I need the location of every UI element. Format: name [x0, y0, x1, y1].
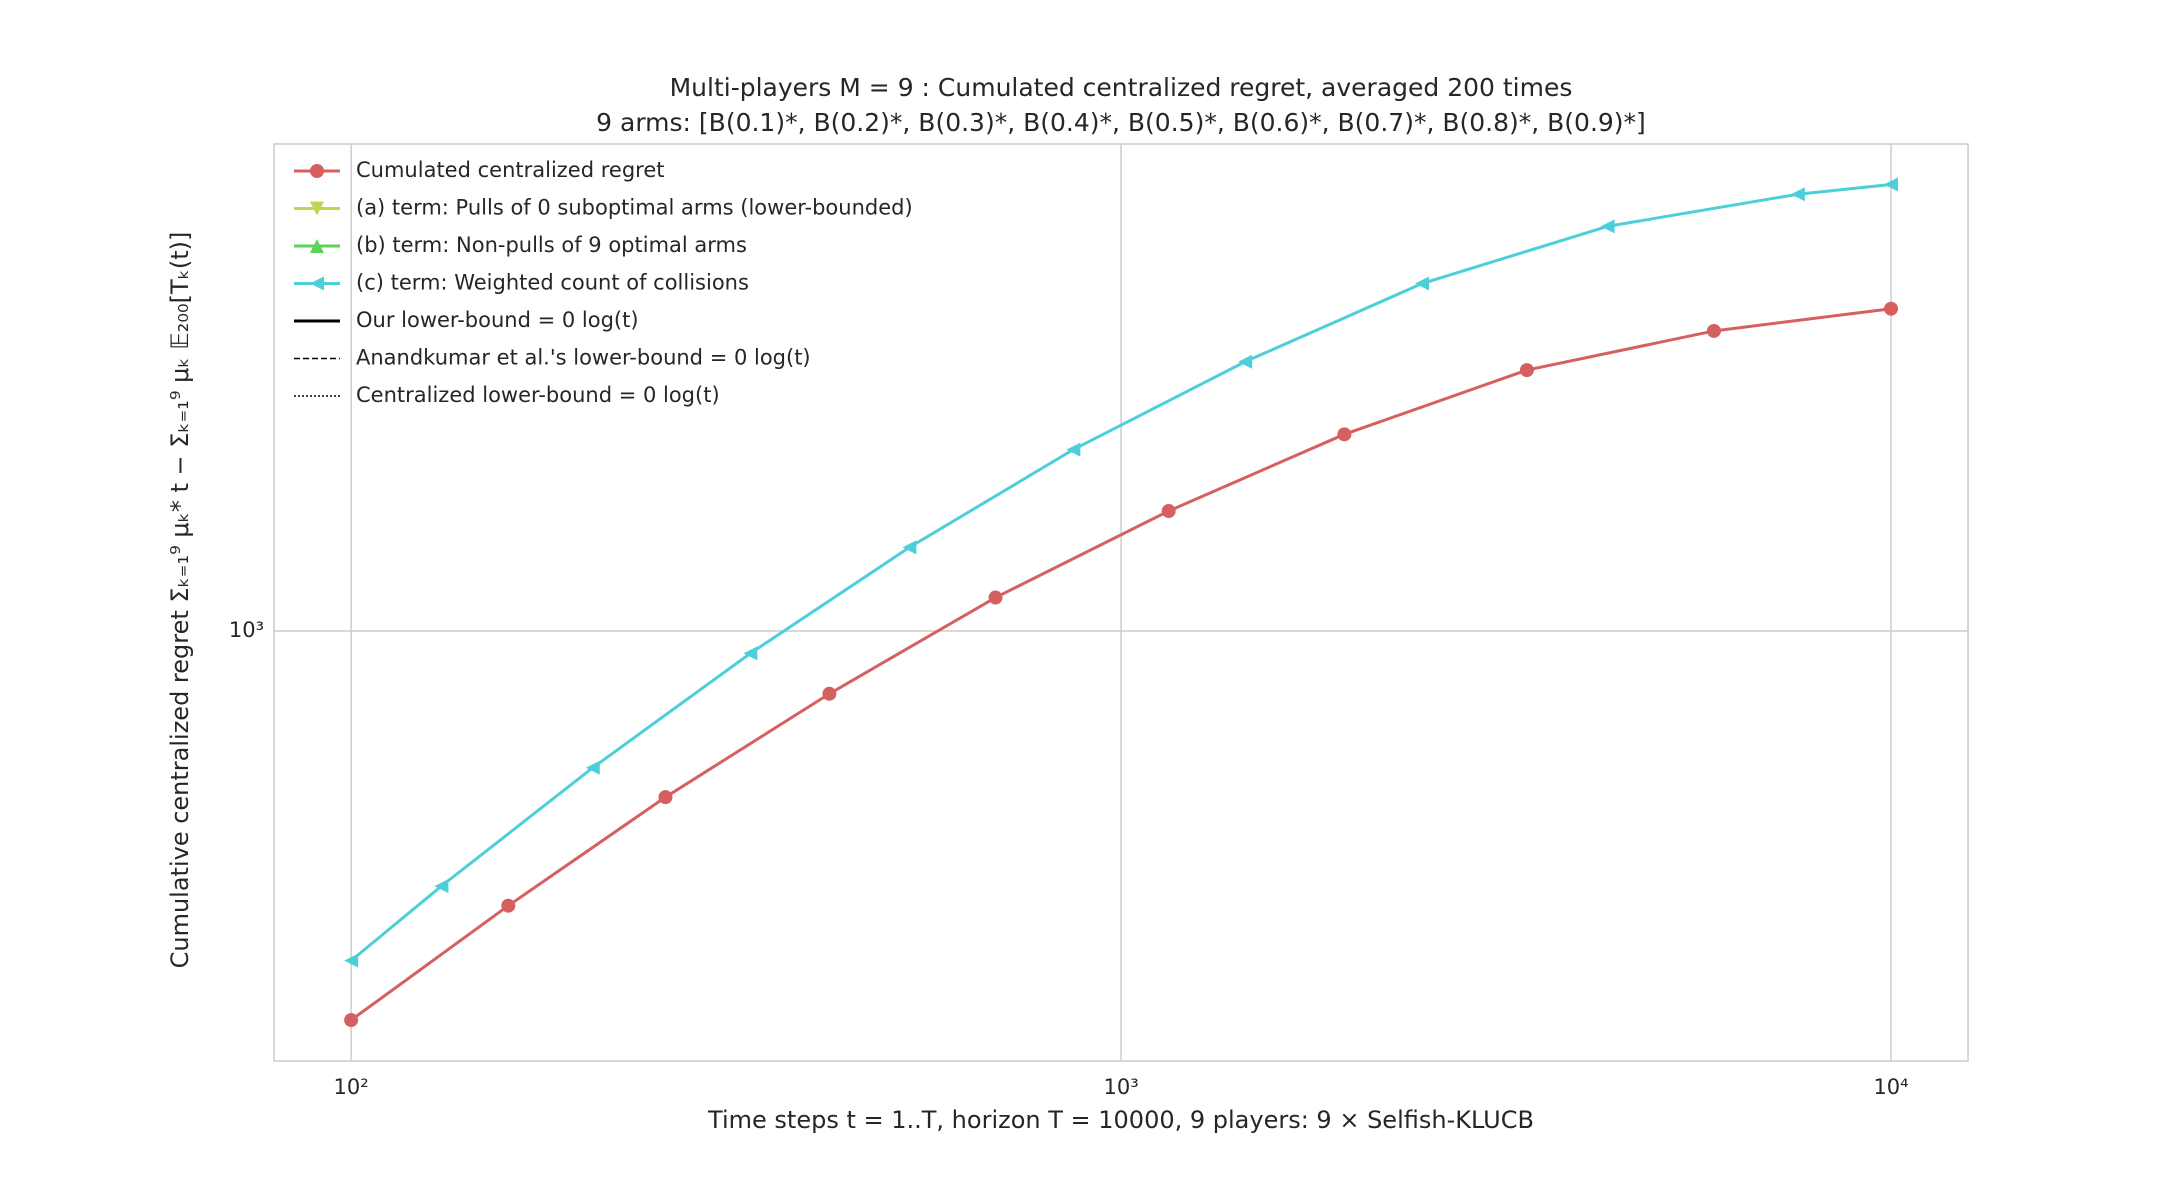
legend-label: (c) term: Weighted count of collisions [356, 271, 749, 295]
y-tick-label: 10³ [229, 618, 264, 642]
legend-label: (b) term: Non-pulls of 9 optimal arms [356, 233, 747, 257]
x-axis-label: Time steps t = 1..T, horizon T = 10000, … [707, 1106, 1534, 1134]
data-point [1337, 427, 1352, 442]
legend-label: Anandkumar et al.'s lower-bound = 0 log(… [356, 346, 811, 370]
x-tick-label: 10² [334, 1075, 369, 1099]
data-point [1161, 504, 1176, 519]
data-point [585, 760, 600, 775]
y-axis-label: Cumulative centralized regret Σₖ₌₁⁹ μₖ* … [166, 232, 194, 969]
chart-title: Multi-players M = 9 : Cumulated centrali… [670, 73, 1573, 102]
data-point [1790, 187, 1805, 202]
data-point [344, 1013, 359, 1028]
legend-marker [310, 239, 324, 253]
series-line [350, 307, 1892, 1022]
legend-label: Cumulated centralized regret [356, 158, 664, 182]
data-point [988, 590, 1003, 605]
data-point [1066, 442, 1081, 457]
data-point [501, 898, 516, 913]
data-point [1706, 323, 1721, 338]
data-point [1600, 219, 1615, 234]
legend-marker [310, 201, 324, 216]
data-point [1415, 276, 1430, 291]
data-point [1884, 301, 1899, 316]
data-point [902, 540, 917, 555]
chart-subtitle: 9 arms: [B(0.1)*, B(0.2)*, B(0.3)*, B(0.… [596, 108, 1646, 137]
legend-label: Our lower-bound = 0 log(t) [356, 308, 639, 332]
legend-marker [310, 276, 324, 291]
legend-label: Centralized lower-bound = 0 log(t) [356, 383, 720, 407]
data-point [658, 790, 673, 805]
data-point [1519, 363, 1534, 378]
data-point [344, 953, 359, 968]
legend-marker [310, 164, 324, 178]
data-point [434, 879, 449, 894]
data-point [743, 646, 758, 661]
x-tick-label: 10³ [1104, 1075, 1139, 1099]
legend-label: (a) term: Pulls of 0 suboptimal arms (lo… [356, 196, 913, 220]
data-point [1884, 177, 1899, 192]
data-point [1238, 354, 1253, 369]
data-point [822, 686, 837, 701]
x-tick-label: 10⁴ [1873, 1075, 1908, 1099]
